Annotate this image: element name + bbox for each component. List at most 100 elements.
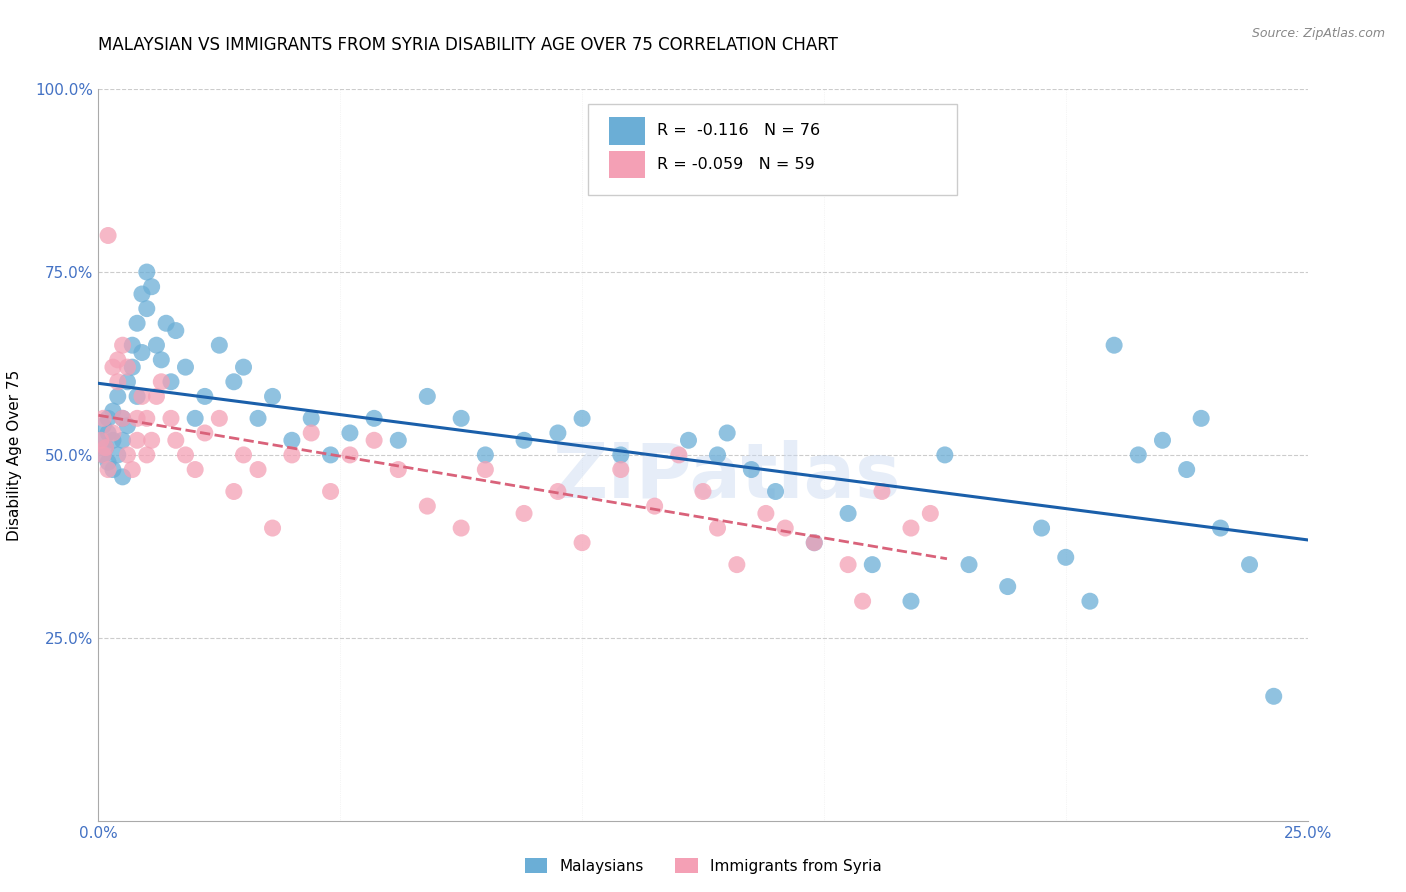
Point xyxy=(474,462,496,476)
Text: ZIPatlas: ZIPatlas xyxy=(553,440,901,514)
Point xyxy=(870,484,893,499)
Point xyxy=(155,316,177,330)
Point xyxy=(450,411,472,425)
Point xyxy=(131,389,153,403)
Point xyxy=(474,448,496,462)
Point xyxy=(803,535,825,549)
Point xyxy=(547,484,569,499)
Point xyxy=(194,389,217,403)
Point xyxy=(145,338,167,352)
Point xyxy=(765,484,787,499)
Point xyxy=(339,448,361,462)
Point xyxy=(111,411,134,425)
Point xyxy=(716,425,738,440)
Point xyxy=(837,507,859,521)
Bar xyxy=(609,117,645,145)
Point xyxy=(101,404,124,418)
Point xyxy=(141,434,163,448)
Point xyxy=(1152,434,1174,448)
Text: R =  -0.116   N = 76: R = -0.116 N = 76 xyxy=(657,123,820,138)
Point xyxy=(387,462,409,476)
Point xyxy=(319,448,342,462)
Point xyxy=(1054,550,1077,565)
Point xyxy=(121,338,143,352)
Point xyxy=(1209,521,1232,535)
Point xyxy=(127,411,149,425)
Point xyxy=(117,418,139,433)
Point xyxy=(101,434,124,448)
Point xyxy=(90,434,112,448)
Point xyxy=(232,448,254,462)
Point xyxy=(319,484,342,499)
Point xyxy=(668,448,690,462)
Point xyxy=(547,425,569,440)
Point xyxy=(184,462,207,476)
Point xyxy=(232,360,254,375)
Point xyxy=(222,484,245,499)
Point xyxy=(513,507,536,521)
Point xyxy=(165,324,187,338)
Point xyxy=(174,448,197,462)
Point xyxy=(101,425,124,440)
Point xyxy=(97,228,120,243)
Point xyxy=(97,462,120,476)
Point xyxy=(571,411,593,425)
Point xyxy=(117,360,139,375)
Point xyxy=(416,389,439,403)
Point xyxy=(299,425,322,440)
Point xyxy=(117,375,139,389)
Point xyxy=(852,594,875,608)
Point xyxy=(706,521,728,535)
Point xyxy=(160,375,183,389)
Point xyxy=(247,462,270,476)
Point xyxy=(91,411,114,425)
Point xyxy=(222,375,245,389)
Point xyxy=(610,462,633,476)
Point xyxy=(111,470,134,484)
Point xyxy=(150,375,173,389)
Point xyxy=(247,411,270,425)
Point xyxy=(97,455,120,469)
Y-axis label: Disability Age Over 75: Disability Age Over 75 xyxy=(7,369,21,541)
Point xyxy=(299,411,322,425)
Text: R = -0.059   N = 59: R = -0.059 N = 59 xyxy=(657,157,815,172)
Point xyxy=(281,434,304,448)
Point xyxy=(900,594,922,608)
Point xyxy=(900,521,922,535)
Point xyxy=(692,484,714,499)
Point xyxy=(135,301,157,316)
Point xyxy=(107,352,129,367)
Point xyxy=(837,558,859,572)
Point xyxy=(111,411,134,425)
Point xyxy=(97,411,120,425)
Point xyxy=(101,462,124,476)
Point xyxy=(127,434,149,448)
Point xyxy=(281,448,304,462)
Point xyxy=(208,338,231,352)
Point xyxy=(184,411,207,425)
Point xyxy=(131,345,153,359)
Point xyxy=(1102,338,1125,352)
Point xyxy=(725,558,748,572)
Point xyxy=(135,265,157,279)
Point xyxy=(97,425,120,440)
Point xyxy=(127,316,149,330)
Point xyxy=(755,507,778,521)
Point xyxy=(934,448,956,462)
Point xyxy=(1078,594,1101,608)
Point xyxy=(91,418,114,433)
Point xyxy=(803,535,825,549)
Point xyxy=(387,434,409,448)
Point xyxy=(107,389,129,403)
Point xyxy=(160,411,183,425)
Point xyxy=(1128,448,1150,462)
Point xyxy=(513,434,536,448)
Point xyxy=(135,448,157,462)
Point xyxy=(165,434,187,448)
Point xyxy=(121,462,143,476)
Point xyxy=(145,389,167,403)
Point xyxy=(121,360,143,375)
Point xyxy=(94,441,117,455)
Point xyxy=(174,360,197,375)
Point xyxy=(860,558,883,572)
